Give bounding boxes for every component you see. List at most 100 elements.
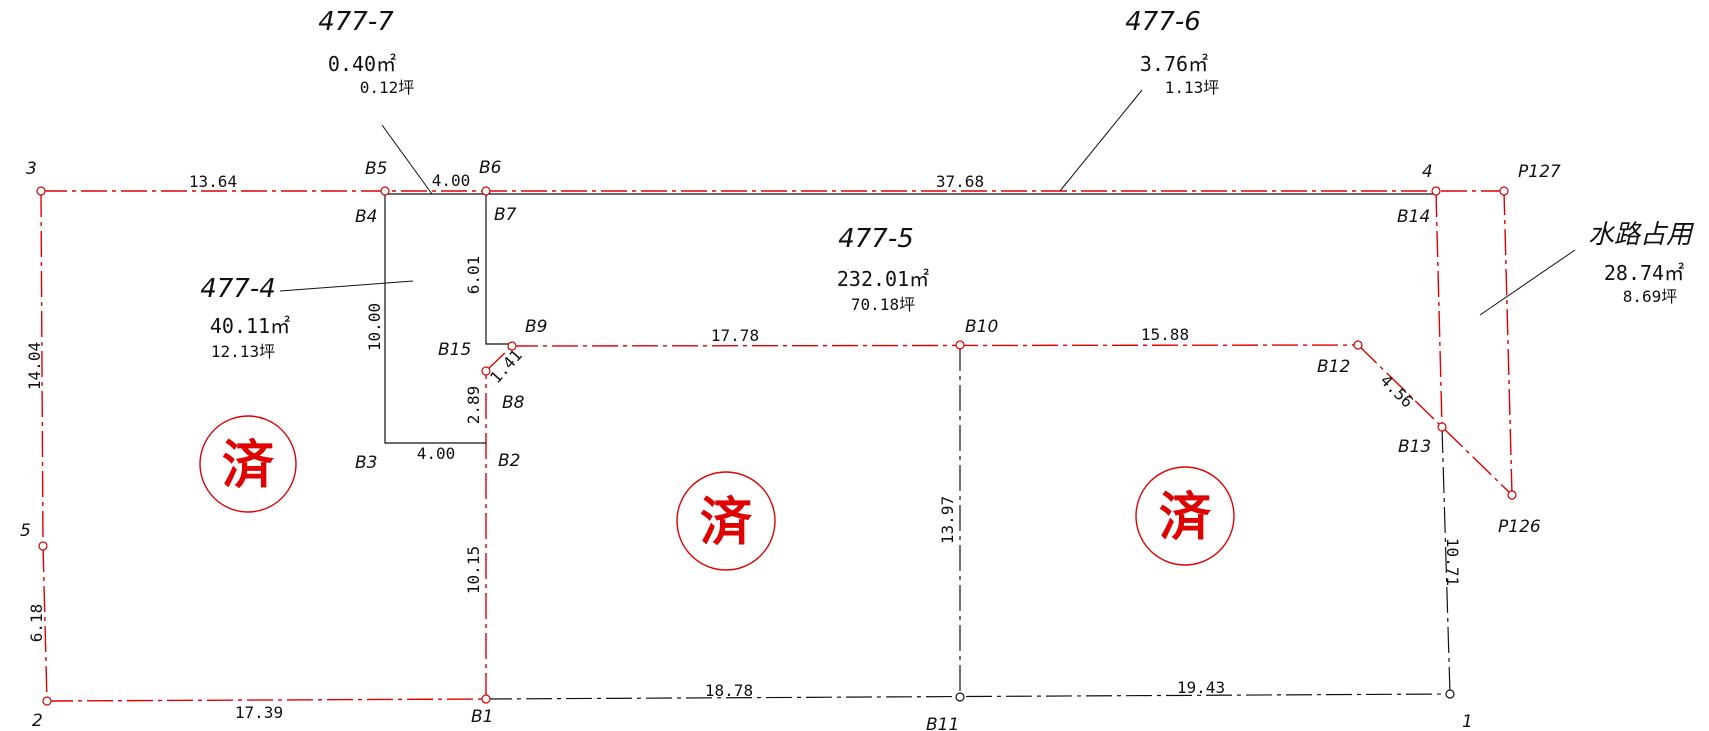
line-B14-B13 — [1435, 190, 1443, 428]
line-5-2 — [42, 545, 48, 702]
parcel-477-6-area: 3.76㎡ — [1140, 52, 1208, 76]
dim-B11-1: 19.43 — [1177, 678, 1225, 697]
marker-B8 — [481, 366, 491, 376]
leader-477-7 — [381, 124, 433, 195]
label-B6: B6 — [479, 158, 502, 178]
label-B2: B2 — [498, 451, 520, 471]
label-B5: B5 — [365, 159, 387, 179]
stamp-3-text: 済 — [1159, 488, 1212, 548]
stamp-1-text: 済 — [222, 436, 275, 496]
waterway-name: 水路占用 — [1588, 220, 1695, 250]
black-point-markers — [955, 689, 1455, 702]
line-2-B1 — [46, 698, 487, 702]
parcel-477-7-area: 0.40㎡ — [328, 52, 396, 76]
parcel-477-5-tsubo: 70.18坪 — [851, 295, 915, 314]
leader-waterway — [1479, 249, 1576, 316]
marker-B11 — [955, 692, 965, 702]
stamp-2-circle — [676, 471, 776, 571]
label-B15: B15 — [438, 340, 471, 360]
line-3-5 — [40, 190, 44, 547]
label-P127: P127 — [1518, 162, 1561, 182]
dim-B2-B1: 10.15 — [464, 546, 483, 594]
marker-B1 — [481, 694, 491, 704]
label-B3: B3 — [355, 453, 377, 473]
parcel-477-5: 477-5 232.01㎡ 70.18坪 — [837, 224, 929, 314]
dim-B9-B8: 1.41 — [486, 346, 526, 387]
label-3: 3 — [26, 159, 37, 179]
waterway-area: 28.74㎡ — [1604, 261, 1684, 285]
marker-B10 — [955, 340, 965, 350]
dim-B6-4: 37.68 — [936, 172, 984, 191]
label-1: 1 — [1462, 712, 1473, 731]
label-B8: B8 — [502, 393, 525, 413]
stamp-1: 済 — [199, 415, 297, 513]
dim-B7-B9: 6.01 — [464, 256, 483, 295]
label-B9: B9 — [525, 317, 547, 337]
parcel-477-5-name: 477-5 — [838, 224, 914, 254]
dim-B3-B2: 4.00 — [417, 444, 456, 463]
leader-477-6 — [1059, 89, 1143, 192]
red-point-markers — [36, 186, 1517, 706]
dim-B1-B11: 18.78 — [705, 681, 753, 700]
line-B7-B15-B9 — [485, 194, 512, 345]
dim-3-5: 14.04 — [25, 342, 44, 390]
label-B13: B13 — [1398, 437, 1431, 457]
parcel-477-7-name: 477-7 — [318, 7, 394, 37]
line-B1-1 — [485, 693, 1451, 700]
marker-3 — [36, 186, 46, 196]
label-B10: B10 — [965, 317, 998, 337]
line-B8-B9 — [485, 345, 513, 372]
leader-lines — [279, 89, 1576, 316]
label-2: 2 — [32, 711, 43, 731]
marker-4 — [1431, 186, 1441, 196]
stamp-2: 済 — [676, 471, 776, 571]
label-B7: B7 — [494, 205, 517, 225]
dim-B4-B3: 10.00 — [365, 303, 384, 351]
parcel-waterway: 水路占用 28.74㎡ 8.69坪 — [1588, 220, 1695, 306]
stamp-1-circle — [199, 415, 297, 513]
waterway-tsubo: 8.69坪 — [1623, 287, 1678, 306]
dim-B5-B6: 4.00 — [432, 171, 471, 190]
parcel-477-4-name: 477-4 — [200, 274, 276, 304]
dim-B13-1: 10.71 — [1443, 538, 1462, 586]
label-P126: P126 — [1498, 517, 1541, 537]
parcel-477-7-tsubo: 0.12坪 — [360, 78, 415, 97]
parcel-477-4: 477-4 40.11㎡ 12.13坪 — [200, 274, 290, 361]
marker-B12 — [1353, 340, 1363, 350]
leader-477-4 — [279, 280, 414, 292]
parcel-477-4-area: 40.11㎡ — [210, 314, 290, 338]
parcel-477-7: 477-7 0.40㎡ 0.12坪 — [318, 7, 414, 97]
parcel-477-5-area: 232.01㎡ — [837, 267, 929, 291]
line-B12-P126 — [1357, 344, 1513, 496]
label-B11: B11 — [926, 715, 959, 731]
marker-5 — [38, 541, 48, 551]
line-P126-P127 — [1503, 190, 1513, 496]
label-5: 5 — [20, 521, 31, 541]
parcel-477-6-tsubo: 1.13坪 — [1165, 78, 1220, 97]
dim-B10-B12: 15.88 — [1141, 325, 1189, 344]
label-4: 4 — [1422, 162, 1433, 182]
dim-B9-B10: 17.78 — [711, 326, 759, 345]
line-B4-B3-B2 — [384, 194, 486, 444]
line-B13-1 — [1441, 426, 1451, 695]
marker-P127 — [1499, 186, 1509, 196]
parcel-477-6-name: 477-6 — [1125, 7, 1201, 37]
line-B9-B12 — [511, 344, 1359, 347]
parcel-477-6: 477-6 3.76㎡ 1.13坪 — [1125, 7, 1219, 97]
marker-B9 — [507, 341, 517, 351]
stamp-3-circle — [1135, 466, 1235, 566]
marker-B6 — [481, 186, 491, 196]
dim-3-B5: 13.64 — [189, 172, 237, 191]
label-B4: B4 — [355, 207, 377, 227]
parcel-477-4-tsubo: 12.13坪 — [211, 342, 275, 361]
black-lines — [384, 193, 1436, 444]
red-boundaries — [40, 190, 1513, 702]
label-B1: B1 — [471, 707, 493, 727]
stamp-2-text: 済 — [700, 493, 753, 553]
dim-B10-B11: 13.97 — [938, 496, 957, 544]
label-B14: B14 — [1397, 207, 1430, 227]
black-dashdot-lines — [485, 345, 1451, 700]
marker-2 — [42, 696, 52, 706]
dim-B8-B2: 2.89 — [464, 386, 483, 425]
